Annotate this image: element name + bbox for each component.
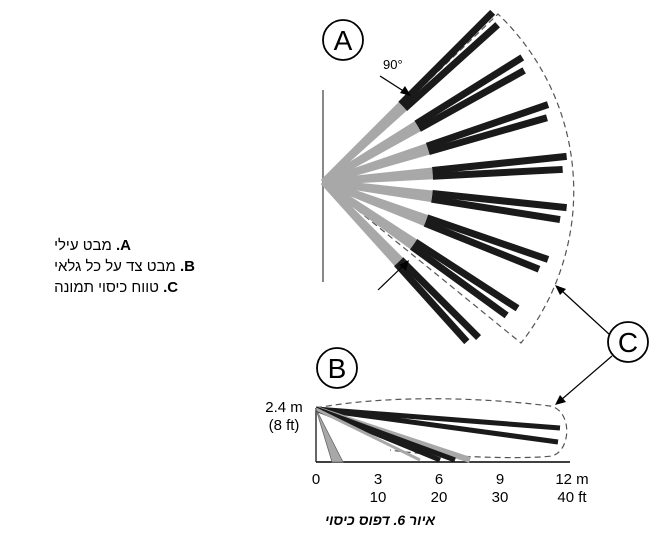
legend-item-c: C. טווח כיסוי תמונה	[54, 279, 179, 296]
feet-tick-20: 20	[431, 489, 448, 506]
top-beam-outer-8	[432, 190, 568, 212]
top-beam-outer-15	[394, 261, 470, 345]
height-feet-label: (8 ft)	[269, 417, 300, 434]
callout-b-circle	[316, 347, 358, 389]
legend: A. מבט עילי B. מבט צד על כל גלאי C. טווח…	[54, 235, 195, 298]
top-beam-inner-3	[321, 126, 421, 185]
callout-a-label: A	[334, 25, 353, 56]
legend-key-a: A	[120, 237, 131, 254]
top-beam-outer-12	[413, 238, 520, 312]
meters-tick-6: 6	[435, 471, 443, 488]
top-beam-outer-5	[427, 114, 548, 156]
legend-key-b: B	[184, 258, 195, 275]
callout-c-arrowhead-top	[555, 285, 566, 295]
angle-label: 90°	[383, 57, 403, 72]
top-beam-outer-3	[417, 67, 526, 132]
feet-tick-40: 40 ft	[557, 489, 587, 506]
top-beam-inner-1	[320, 106, 407, 185]
height-meters-label: 2.4 m	[265, 399, 303, 416]
top-coverage-outline	[322, 13, 575, 344]
legend-text-c: טווח כיסוי תמונה	[54, 279, 159, 296]
top-view-beams	[320, 9, 568, 345]
angle-arrowhead-bottom	[399, 260, 409, 271]
callout-c-circle	[607, 321, 649, 363]
legend-item-a: A. מבט עילי	[54, 237, 131, 254]
top-beam-outer-13	[409, 243, 509, 319]
meters-tick-0: 0	[312, 471, 320, 488]
callout-c-arrow-bottom	[560, 355, 613, 401]
callout-c-label: C	[618, 327, 638, 358]
feet-tick-10: 10	[370, 489, 387, 506]
side-beam-mid-4	[315, 407, 421, 462]
angle-arrow-bottom	[377, 264, 405, 291]
top-beam-outer-0	[398, 9, 496, 107]
top-beam-inner-15	[320, 179, 399, 266]
feet-tick-30: 30	[492, 489, 509, 506]
top-beam-outer-11	[423, 219, 541, 273]
legend-text-b: מבט צד על כל גלאי	[54, 258, 176, 275]
top-beam-outer-7	[432, 165, 563, 180]
legend-text-a: מבט עילי	[54, 237, 112, 254]
side-view-beams	[315, 406, 561, 463]
angle-arrow-top	[379, 75, 406, 93]
side-beam-long-2	[315, 406, 559, 445]
angle-arrowhead-top	[400, 86, 411, 96]
top-beam-outer-9	[431, 195, 561, 224]
meters-tick-12: 12 m	[555, 471, 588, 488]
top-beam-outer-4	[425, 101, 550, 150]
top-beam-inner-5	[322, 148, 430, 185]
top-beam-outer-6	[432, 152, 568, 174]
legend-item-b: B. מבט צד על כל גלאי	[54, 258, 195, 275]
top-beam-outer-1	[402, 22, 500, 111]
top-beam-outer-14	[398, 257, 482, 341]
meters-tick-9: 9	[496, 471, 504, 488]
legend-key-c: C	[167, 279, 179, 296]
top-beam-outer-2	[414, 54, 525, 127]
callout-b-label: B	[328, 353, 347, 384]
top-beam-outer-10	[425, 214, 550, 263]
figure-caption: איור 6. דפוס כיסוי	[324, 512, 436, 528]
callout-a-circle	[322, 19, 364, 61]
top-beam-inner-11	[321, 179, 427, 226]
side-beam-floor	[315, 408, 344, 463]
meters-tick-3: 3	[374, 471, 382, 488]
callout-c-arrowhead-bottom	[555, 395, 566, 405]
top-beam-inner-9	[322, 179, 433, 203]
callout-c-arrow-top	[560, 289, 611, 336]
